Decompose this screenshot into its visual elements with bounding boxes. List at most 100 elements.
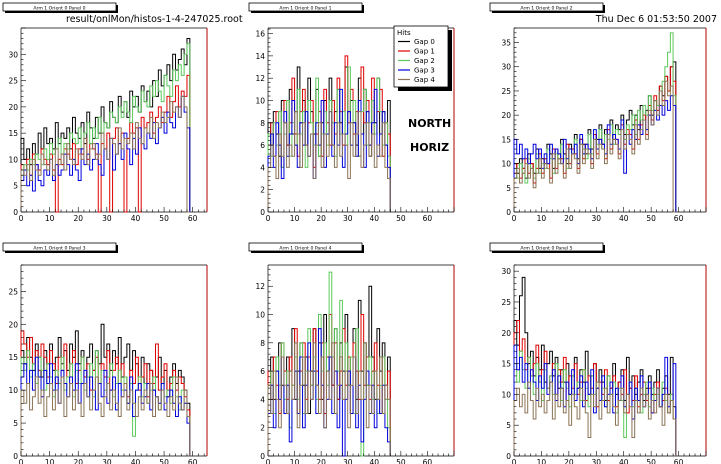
y-tick-label: 30 bbox=[8, 50, 18, 59]
datetime-label: Thu Dec 6 01:53:50 2007 bbox=[595, 14, 717, 25]
series-gap-0-line bbox=[513, 61, 677, 212]
x-tick-label: 40 bbox=[619, 214, 629, 223]
y-tick-label: 0 bbox=[506, 208, 511, 217]
panel-title-text: Arm 1 Orient 0 Panel 3 bbox=[33, 245, 85, 251]
x-tick-label: 0 bbox=[512, 458, 517, 464]
legend-title: Hits bbox=[397, 29, 411, 37]
legend-entry: Gap 2 bbox=[414, 57, 435, 65]
y-tick-label: 16 bbox=[255, 30, 265, 39]
y-tick-label: 0 bbox=[260, 452, 265, 461]
x-tick-label: 60 bbox=[423, 214, 433, 223]
north-annotation: NORTH bbox=[408, 117, 451, 130]
x-axis: 0 10 20 30 40 50 60 bbox=[19, 207, 205, 223]
y-tick-label: 4 bbox=[260, 163, 265, 172]
x-tick-label: 30 bbox=[102, 214, 112, 223]
y-tick-label: 5 bbox=[13, 182, 18, 191]
panel-title-box bbox=[248, 242, 363, 252]
histogram-panel-5: Arm 1 Orient 0 Panel 5 0 10 20 30 40 50 60 0 5 10 1… bbox=[489, 242, 707, 464]
panel-title-0: Arm 1 Orient 0 Panel 0 bbox=[2, 2, 118, 13]
panel-title-text: Arm 1 Orient 0 Panel 2 bbox=[520, 5, 572, 11]
y-tick-label: 12 bbox=[255, 74, 265, 83]
x-tick-label: 30 bbox=[592, 214, 602, 223]
y-tick-label: 35 bbox=[501, 39, 511, 48]
x-tick-label: 0 bbox=[512, 214, 517, 223]
y-tick-label: 6 bbox=[260, 141, 265, 150]
x-tick-label: 60 bbox=[674, 458, 684, 464]
horiz-annotation: HORIZ bbox=[410, 141, 449, 154]
x-tick-label: 0 bbox=[266, 458, 271, 464]
x-tick-label: 30 bbox=[102, 458, 112, 464]
y-tick-label: 15 bbox=[8, 353, 18, 362]
x-axis: 0 10 20 30 40 50 60 bbox=[266, 207, 455, 223]
histogram-panel-3: Arm 1 Orient 0 Panel 3 0 10 20 30 40 50 60 0 5 10 1… bbox=[2, 242, 208, 464]
y-tick-label: 14 bbox=[255, 52, 265, 61]
series-gap-2-line bbox=[267, 271, 391, 457]
y-tick-label: 10 bbox=[8, 155, 18, 164]
y-tick-label: 15 bbox=[501, 135, 511, 144]
panel-title-1: Arm 1 Orient 0 Panel 1 bbox=[248, 2, 364, 13]
series-gap-4-line bbox=[267, 342, 391, 456]
x-tick-label: 40 bbox=[370, 458, 380, 464]
y-tick-label: 8 bbox=[260, 339, 265, 348]
y-tick-label: 10 bbox=[501, 160, 511, 169]
x-axis: 0 10 20 30 40 50 60 bbox=[512, 451, 707, 464]
y-tick-label: 8 bbox=[260, 119, 265, 128]
x-tick-label: 10 bbox=[537, 458, 547, 464]
y-tick-label: 6 bbox=[260, 367, 265, 376]
x-tick-label: 60 bbox=[423, 458, 433, 464]
y-tick-label: 0 bbox=[13, 452, 18, 461]
x-tick-label: 40 bbox=[131, 458, 141, 464]
panels-group: Arm 1 Orient 0 Panel 00 10 20 30 40 50 6005101… bbox=[2, 2, 707, 464]
panel-title-text: Arm 1 Orient 0 Panel 1 bbox=[279, 5, 331, 11]
x-tick-label: 10 bbox=[537, 214, 547, 223]
x-tick-label: 50 bbox=[159, 458, 169, 464]
file-path-label: result/onlMon/histos-1-4-247025.root bbox=[66, 14, 243, 25]
series-gap-4-line bbox=[267, 111, 391, 212]
y-axis: 0 5 10 15 20 25 30 35 bbox=[501, 27, 519, 217]
histogram-panel-2: Arm 1 Orient 0 Panel 2 0 10 20 30 40 50 60 0 5 10 1… bbox=[489, 2, 707, 223]
x-tick-label: 20 bbox=[73, 458, 83, 464]
y-tick-label: 10 bbox=[255, 96, 265, 105]
y-tick-label: 20 bbox=[501, 329, 511, 338]
y-axis: 0 5 10 15 20 25 30 bbox=[501, 264, 519, 461]
y-tick-label: 5 bbox=[13, 419, 18, 428]
x-tick-label: 40 bbox=[370, 214, 380, 223]
y-tick-label: 4 bbox=[260, 395, 265, 404]
x-tick-label: 10 bbox=[290, 214, 300, 223]
panel-title-text: Arm 1 Orient 0 Panel 5 bbox=[520, 245, 572, 251]
y-axis: 0 5 10 15 20 25 bbox=[8, 264, 26, 461]
y-tick-label: 5 bbox=[506, 421, 511, 430]
y-tick-label: 20 bbox=[501, 111, 511, 120]
panel-title-box bbox=[248, 2, 363, 12]
series-gap-4-line bbox=[513, 381, 677, 456]
x-tick-label: 50 bbox=[646, 214, 656, 223]
y-tick-label: 30 bbox=[501, 63, 511, 72]
x-tick-label: 50 bbox=[646, 458, 656, 464]
x-tick-label: 0 bbox=[266, 214, 271, 223]
legend-entry: Gap 3 bbox=[414, 67, 435, 75]
y-tick-label: 25 bbox=[501, 298, 511, 307]
legend-box bbox=[393, 25, 449, 88]
x-tick-label: 10 bbox=[45, 214, 55, 223]
y-axis: 0 2 4 6 8 10 12 bbox=[255, 268, 273, 461]
y-tick-label: 15 bbox=[8, 129, 18, 138]
y-axis: 0 2 4 6 8 10 12 14 16 bbox=[255, 28, 273, 217]
panel-title-5: Arm 1 Orient 0 Panel 5 bbox=[489, 242, 605, 253]
x-tick-label: 60 bbox=[188, 458, 198, 464]
y-tick-label: 30 bbox=[501, 267, 511, 276]
x-tick-label: 30 bbox=[592, 458, 602, 464]
x-tick-label: 60 bbox=[674, 214, 684, 223]
x-tick-label: 40 bbox=[619, 458, 629, 464]
histogram-panel-1: Arm 1 Orient 0 Panel 1 0 10 20 30 40 50 60 0 2 4 6 8… bbox=[248, 2, 455, 223]
panel-title-4: Arm 1 Orient 0 Panel 4 bbox=[248, 242, 364, 253]
y-tick-label: 0 bbox=[506, 452, 511, 461]
x-tick-label: 20 bbox=[564, 214, 574, 223]
x-tick-label: 20 bbox=[564, 458, 574, 464]
x-tick-label: 30 bbox=[343, 458, 353, 464]
series-gap-4-line bbox=[20, 376, 191, 456]
x-axis: 0 10 20 30 40 50 60 bbox=[512, 207, 707, 223]
panel-title-box bbox=[2, 242, 117, 252]
y-tick-label: 10 bbox=[8, 386, 18, 395]
